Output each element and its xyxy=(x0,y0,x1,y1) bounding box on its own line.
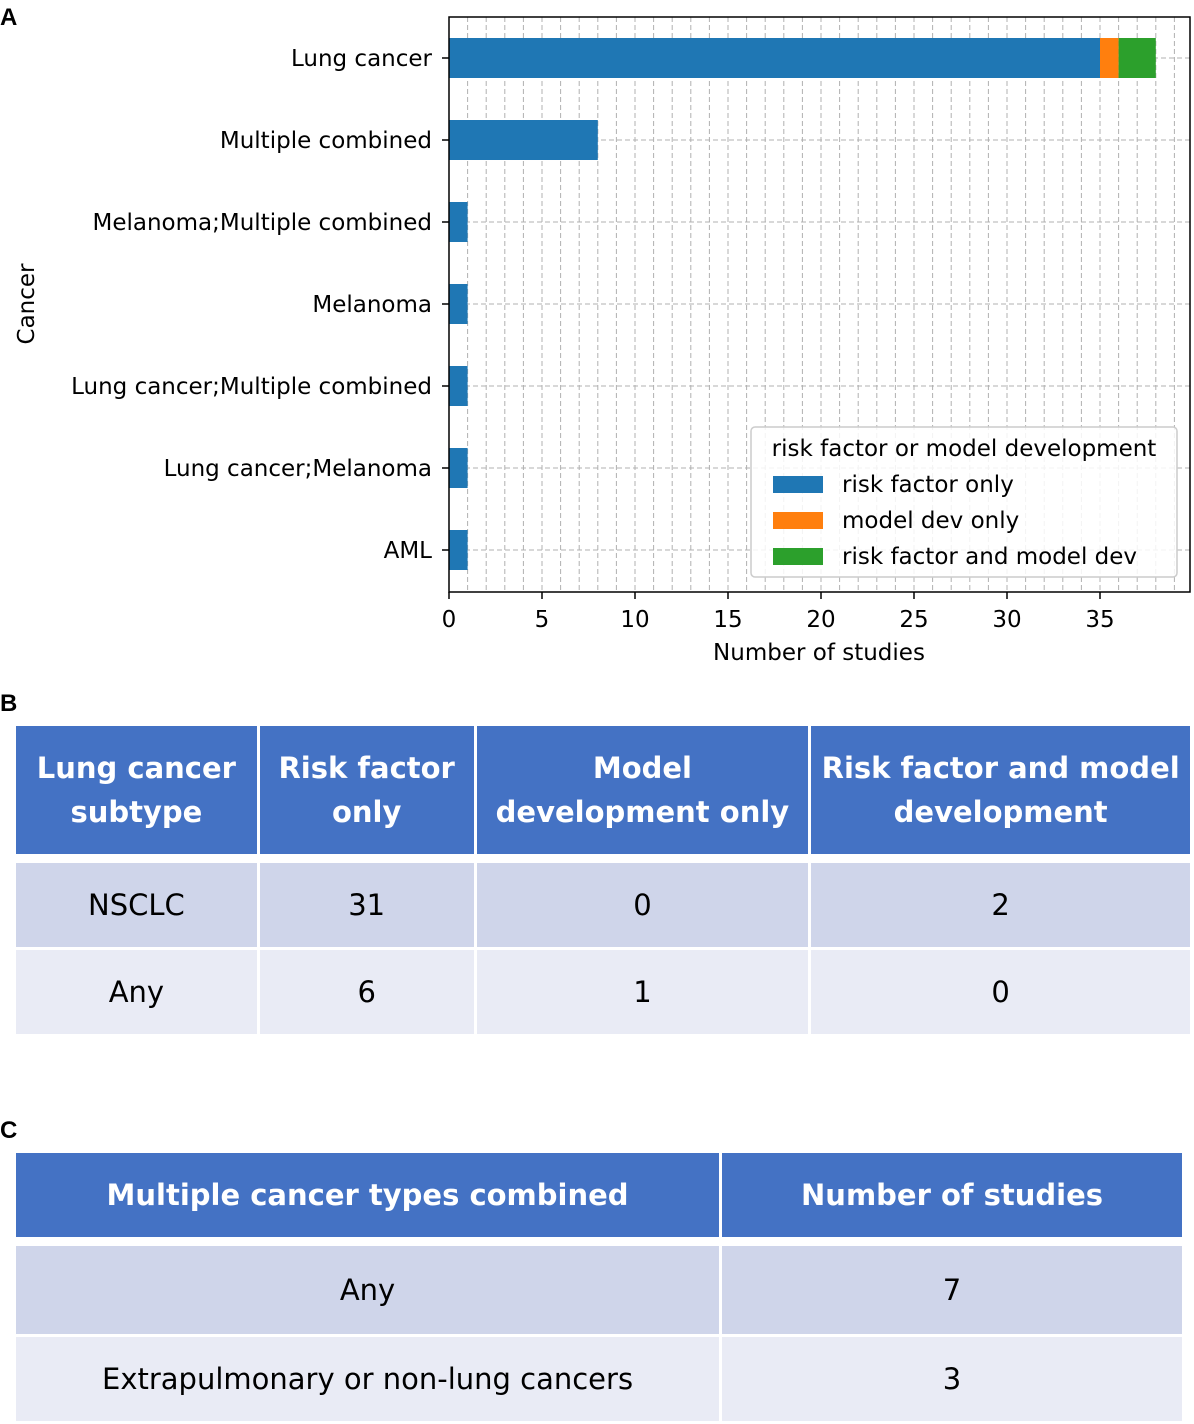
panel-label-c: C xyxy=(0,1117,18,1144)
table-cell: 7 xyxy=(722,1246,1182,1334)
x-tick-label: 10 xyxy=(620,607,649,633)
bar-risk-factor-only xyxy=(449,448,468,488)
x-tick-label: 0 xyxy=(442,607,457,633)
bar-chart: Lung cancer Multiple combined Melanoma;Mul… xyxy=(14,16,1191,666)
bar-risk-factor-and-model-dev xyxy=(1118,38,1156,78)
header-cell: Lung cancer subtype xyxy=(16,726,257,854)
y-tick-label: Lung cancer;Melanoma xyxy=(164,456,432,482)
header-cell: Risk factor only xyxy=(259,726,474,854)
x-tick-label: 20 xyxy=(806,607,835,633)
table-cell: Any xyxy=(16,1246,720,1334)
table-cell: 0 xyxy=(476,863,809,947)
table-cell: 0 xyxy=(811,950,1190,1034)
table-cell: 3 xyxy=(722,1337,1182,1421)
y-tick-label: Lung cancer xyxy=(291,46,433,72)
bar-risk-factor-only xyxy=(449,366,468,406)
y-tick-label: Melanoma xyxy=(312,292,432,318)
y-axis-label: Cancer xyxy=(14,263,40,345)
legend-swatch xyxy=(773,476,823,493)
panel-label-a: A xyxy=(0,4,18,31)
table-cell: 2 xyxy=(811,863,1190,947)
legend-entry-label: risk factor only xyxy=(842,472,1014,498)
y-tick-label: Melanoma;Multiple combined xyxy=(93,210,433,236)
x-tick-label: 30 xyxy=(992,607,1021,633)
y-tick-label: Lung cancer;Multiple combined xyxy=(71,374,432,400)
legend-swatch xyxy=(773,548,823,565)
table-row: Any 7 xyxy=(16,1246,1182,1334)
legend-title: risk factor or model development xyxy=(772,436,1157,462)
legend-entry-label: model dev only xyxy=(842,508,1019,534)
panel-label-b: B xyxy=(0,690,18,717)
table-row: Extrapulmonary or non-lung cancers 3 xyxy=(16,1337,1182,1421)
legend-swatch xyxy=(773,512,823,529)
bar-risk-factor-only xyxy=(449,120,598,160)
lung-cancer-subtype-table: Lung cancer subtype Risk factor only Mod… xyxy=(13,723,1193,1037)
x-tick-label: 5 xyxy=(535,607,550,633)
table-header-row: Lung cancer subtype Risk factor only Mod… xyxy=(16,726,1190,854)
bar-risk-factor-only xyxy=(449,284,468,324)
x-tick-label: 15 xyxy=(713,607,742,633)
legend-entry-label: risk factor and model dev xyxy=(842,544,1137,570)
x-tick-label: 25 xyxy=(899,607,928,633)
table-cell: 6 xyxy=(259,950,474,1034)
x-tick-label: 35 xyxy=(1085,607,1114,633)
header-cell: Number of studies xyxy=(722,1153,1182,1237)
legend-box xyxy=(750,426,1178,578)
bar-risk-factor-only xyxy=(449,530,468,570)
multiple-cancer-types-table: Multiple cancer types combined Number of… xyxy=(13,1150,1185,1424)
table-header-row: Multiple cancer types combined Number of… xyxy=(16,1153,1182,1237)
header-cell: Multiple cancer types combined xyxy=(16,1153,720,1237)
header-cell: Model development only xyxy=(476,726,809,854)
table-row: NSCLC 31 0 2 xyxy=(16,863,1190,947)
table-cell: 31 xyxy=(259,863,474,947)
y-tick-label: AML xyxy=(384,538,433,564)
table-cell: 1 xyxy=(476,950,809,1034)
header-cell: Risk factor and model development xyxy=(811,726,1190,854)
table-cell: Extrapulmonary or non-lung cancers xyxy=(16,1337,720,1421)
table-cell: Any xyxy=(16,950,257,1034)
bar-model-dev-only xyxy=(1100,38,1119,78)
table-cell: NSCLC xyxy=(16,863,257,947)
bar-risk-factor-only xyxy=(449,38,1100,78)
bar-risk-factor-only xyxy=(449,202,468,242)
table-row: Any 6 1 0 xyxy=(16,950,1190,1034)
y-tick-label: Multiple combined xyxy=(220,128,432,154)
x-axis-label: Number of studies xyxy=(713,640,925,666)
